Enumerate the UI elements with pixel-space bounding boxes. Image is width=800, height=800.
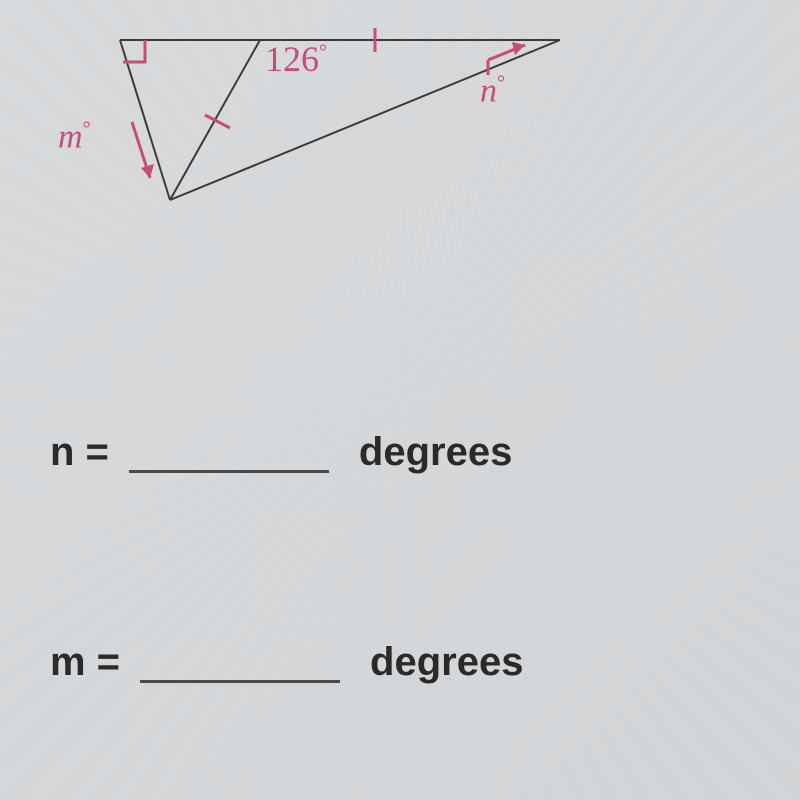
n-unit-label: degrees: [359, 430, 512, 475]
degree-symbol-m: °: [83, 118, 91, 140]
m-var: m: [58, 118, 83, 155]
edge-left: [120, 40, 170, 200]
arrow-m: [132, 122, 154, 178]
angle-n-label: n°: [480, 72, 505, 110]
n-answer-blank[interactable]: [129, 470, 329, 473]
edge-hypotenuse: [170, 40, 560, 200]
m-equals-label: m =: [50, 640, 120, 685]
question-row-m: m = degrees: [50, 640, 523, 685]
arrow-n: [488, 42, 525, 75]
angle-126-label: 126°: [265, 38, 327, 80]
triangle-svg: [60, 20, 620, 240]
angle-126-value: 126: [265, 39, 319, 79]
m-unit-label: degrees: [370, 640, 523, 685]
degree-symbol-n: °: [497, 72, 505, 94]
m-answer-blank[interactable]: [140, 680, 340, 683]
degree-symbol: °: [319, 41, 327, 63]
triangle-diagram: 126° m° n°: [60, 20, 620, 240]
angle-m-label: m°: [58, 118, 91, 156]
n-equals-label: n =: [50, 430, 109, 475]
question-row-n: n = degrees: [50, 430, 512, 475]
n-var: n: [480, 72, 497, 109]
